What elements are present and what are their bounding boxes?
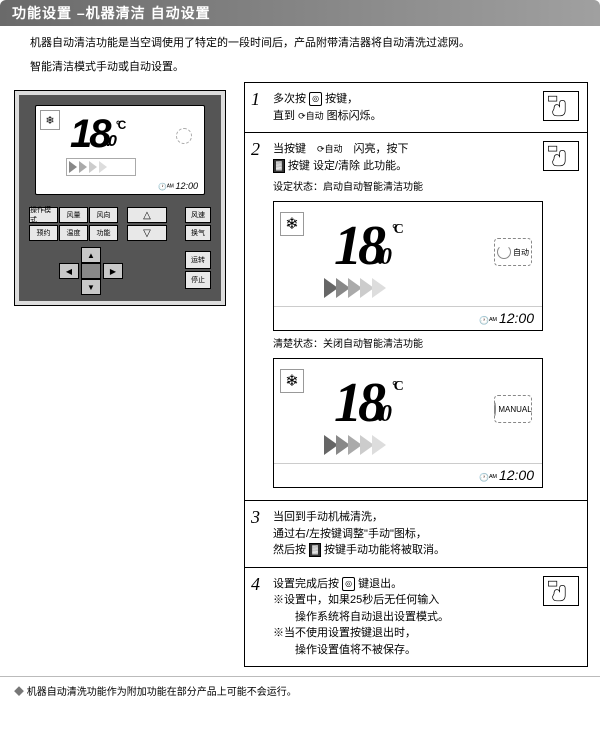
mode-badge: MANUAL <box>494 395 532 423</box>
dpad-up-button[interactable] <box>81 247 101 263</box>
dpad-left-button[interactable] <box>59 263 79 279</box>
mode-button[interactable]: 操作模式 <box>29 207 58 223</box>
step-text: 当按键 ⟳自动 闪亮，按下▓ 按键 设定/清除 此功能。 <box>273 141 533 174</box>
inline-key-icon: ▓ <box>309 543 321 557</box>
remote-clock: 12:00 <box>158 181 198 191</box>
lcd-display: ❄ 18.0°C 自动 12:00 <box>273 201 543 331</box>
temp-button[interactable]: 温度 <box>59 225 88 241</box>
inline-button-icon: ◎ <box>309 92 322 106</box>
snow-icon: ❄ <box>40 110 60 130</box>
cycle-icon <box>176 128 192 144</box>
inline-small-label: ⟳自动 <box>298 111 324 121</box>
section-title: 功能设置 –机器清洁 自动设置 <box>12 3 211 23</box>
step-number: 2 <box>251 139 260 160</box>
step-number: 1 <box>251 89 260 110</box>
dpad-right-button[interactable] <box>103 263 123 279</box>
vane-button[interactable]: 风向 <box>89 207 118 223</box>
step-2: 2 当按键 ⟳自动 闪亮，按下▓ 按键 设定/清除 此功能。设定状态：启动自动智能… <box>244 132 588 501</box>
side-buttons: 风速 换气 <box>185 207 211 241</box>
mode-badge: 自动 <box>494 238 532 266</box>
step-text: 设置完成后按 ◎ 键退出。※设置中，如果25秒后无任何输入 操作系统将自动退出设… <box>273 576 533 659</box>
snow-icon: ❄ <box>280 212 304 236</box>
remote-controller: ❄ 18.0°C 12:00 操作模式 风量 风向 预约 温度 功 <box>14 90 226 306</box>
stop-button[interactable]: 停止 <box>185 271 211 289</box>
fan-button[interactable]: 风量 <box>59 207 88 223</box>
hand-press-icon <box>543 141 579 171</box>
lcd-state-label: 清楚状态：关闭自动智能清洁功能 <box>273 335 577 350</box>
snow-icon: ❄ <box>280 369 304 393</box>
dpad <box>59 247 123 295</box>
airflow-arrows-icon <box>66 158 136 176</box>
footnote-text: 机器自动清洗功能作为附加功能在部分产品上可能不会运行。 <box>14 687 297 698</box>
fanspeed-button[interactable]: 风速 <box>185 207 211 223</box>
inline-button-icon: ◎ <box>342 577 355 591</box>
remote-button-grid: 操作模式 风量 风向 预约 温度 功能 <box>29 207 121 241</box>
timer-button[interactable]: 预约 <box>29 225 58 241</box>
lcd-temp: 18.0°C <box>334 371 396 435</box>
dpad-down-button[interactable] <box>81 279 101 295</box>
airflow-arrows-icon <box>324 278 434 300</box>
step-number: 4 <box>251 574 260 595</box>
subintro-text: 智能清洁模式手动或自动设置。 <box>0 54 600 82</box>
hand-press-icon <box>543 576 579 606</box>
footnote: 机器自动清洗功能作为附加功能在部分产品上可能不会运行。 <box>0 676 600 704</box>
lcd-state-label: 设定状态：启动自动智能清洁功能 <box>273 178 577 193</box>
func-button[interactable]: 功能 <box>89 225 118 241</box>
step-1: 1 多次按 ◎ 按键，直到 ⟳自动 图标闪烁。 <box>244 82 588 133</box>
inline-small-label: ⟳自动 <box>317 144 343 154</box>
step-text: 多次按 ◎ 按键，直到 ⟳自动 图标闪烁。 <box>273 91 533 124</box>
dpad-center-button[interactable] <box>81 263 101 279</box>
remote-lcd: ❄ 18.0°C 12:00 <box>35 105 205 195</box>
lcd-clock: 12:00 <box>479 310 534 326</box>
run-button[interactable]: 运转 <box>185 251 211 269</box>
vent-button[interactable]: 换气 <box>185 225 211 241</box>
temp-up-button[interactable] <box>127 207 167 223</box>
step-text: 当回到手动机械清洗，通过右/左按键调整"手动"图标，然后按 ▓ 按键手动功能将被… <box>273 509 533 559</box>
intro-text: 机器自动清洁功能是当空调使用了特定的一段时间后，产品附带清洁器将自动清洗过滤网。 <box>0 26 600 54</box>
temp-down-button[interactable] <box>127 225 167 241</box>
hand-press-icon <box>543 91 579 121</box>
lcd-temp: 18.0°C <box>334 214 396 278</box>
remote-temp: 18.0°C <box>70 112 121 157</box>
step-4: 4 设置完成后按 ◎ 键退出。※设置中，如果25秒后无任何输入 操作系统将自动退出… <box>244 567 588 668</box>
temp-updown <box>127 207 167 241</box>
airflow-arrows-icon <box>324 435 434 457</box>
power-buttons: 运转 停止 <box>185 251 211 289</box>
inline-key-icon: ▓ <box>273 159 285 173</box>
lcd-display: ❄ 18.0°C MANUAL 12:00 <box>273 358 543 488</box>
section-header: 功能设置 –机器清洁 自动设置 <box>0 0 600 26</box>
lcd-clock: 12:00 <box>479 467 534 483</box>
step-3: 3 当回到手动机械清洗，通过右/左按键调整"手动"图标，然后按 ▓ 按键手动功能将… <box>244 500 588 568</box>
step-number: 3 <box>251 507 260 528</box>
